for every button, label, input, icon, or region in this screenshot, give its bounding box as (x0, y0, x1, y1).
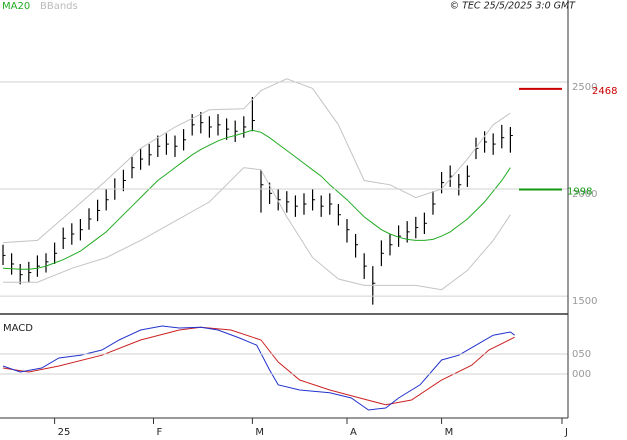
level-label: 1998 (567, 186, 592, 197)
macd-line (2, 326, 515, 406)
legend-bbands: BBands (40, 1, 78, 12)
x-tick-label: M (445, 427, 454, 438)
y-tick-label: 1500 (572, 296, 597, 307)
x-tick-label: A (350, 427, 357, 438)
y-tick-label: 2000 (572, 189, 597, 200)
x-tick-label: M (255, 427, 264, 438)
macd-title: MACD (3, 323, 33, 334)
x-tick-label: J (564, 427, 568, 438)
x-tick-label: 25 (58, 427, 71, 438)
y-tick-label: 000 (572, 369, 591, 380)
x-tick-label: F (157, 427, 163, 438)
legend-ma20: MA20 (2, 1, 30, 12)
copyright: © TEC 25/5/2025 3:0 GMT (450, 1, 577, 12)
level-label: 2468 (592, 86, 617, 97)
ma-line (2, 129, 511, 270)
macd-line (2, 325, 515, 411)
bband-lower (3, 167, 511, 291)
bband-upper (2, 78, 511, 244)
y-tick-label: 2500 (572, 82, 597, 93)
y-tick-label: 050 (572, 349, 591, 360)
